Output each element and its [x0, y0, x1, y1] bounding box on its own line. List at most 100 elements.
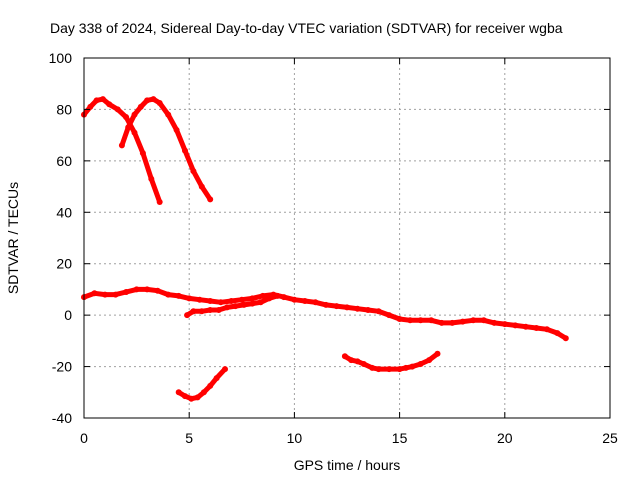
data-point: [232, 303, 239, 310]
data-point: [175, 389, 182, 396]
data-point: [249, 300, 256, 307]
y-tick-label: 0: [64, 307, 72, 323]
data-point: [182, 147, 188, 154]
data-point: [238, 296, 245, 303]
data-point: [182, 393, 188, 400]
data-point: [354, 358, 361, 365]
data-point: [491, 319, 498, 326]
data-point: [137, 103, 144, 110]
data-point: [200, 389, 207, 396]
data-point: [188, 395, 195, 402]
data-point: [228, 298, 235, 304]
data-point: [198, 308, 205, 315]
x-tick-label: 20: [497, 430, 513, 446]
y-tick-label: 100: [49, 50, 73, 66]
data-point: [280, 294, 287, 301]
data-point: [428, 317, 435, 324]
data-point: [148, 175, 155, 182]
data-point: [150, 96, 157, 103]
data-point: [360, 361, 367, 367]
chart-title: Day 338 of 2024, Sidereal Day-to-day VTE…: [50, 20, 563, 36]
data-point: [165, 291, 172, 298]
data-point: [139, 150, 146, 157]
data-point: [417, 361, 424, 367]
data-point: [266, 295, 273, 302]
data-point: [375, 308, 382, 315]
data-point: [215, 307, 222, 313]
data-point: [114, 106, 121, 113]
data-point: [375, 366, 382, 373]
data-point: [190, 168, 197, 175]
data-point: [522, 323, 529, 330]
data-point: [213, 375, 220, 382]
data-point: [144, 97, 151, 104]
data-point: [257, 299, 264, 306]
data-point: [417, 317, 424, 324]
data-point: [274, 292, 281, 299]
data-point: [186, 295, 193, 302]
data-point: [562, 335, 569, 342]
data-point: [217, 299, 224, 306]
data-series: [81, 96, 569, 402]
data-point: [240, 301, 247, 308]
y-tick-label: 40: [56, 204, 72, 220]
series-line-arc-3: [81, 286, 569, 341]
data-point: [348, 357, 355, 364]
data-point: [301, 298, 308, 304]
data-point: [198, 183, 205, 190]
data-point: [386, 312, 393, 319]
plot-frame: [83, 57, 611, 419]
data-point: [131, 129, 138, 136]
x-tick-label: 15: [392, 430, 408, 446]
y-tick-label: 20: [56, 256, 72, 272]
data-point: [396, 316, 403, 322]
data-point: [344, 304, 350, 311]
data-point: [207, 307, 214, 313]
data-point: [118, 142, 125, 149]
data-point: [333, 303, 340, 310]
data-point: [501, 321, 508, 328]
data-point: [106, 101, 113, 108]
data-point: [365, 307, 371, 313]
data-point: [123, 114, 130, 121]
data-point: [438, 319, 445, 326]
data-point: [207, 298, 214, 304]
data-point: [259, 292, 266, 299]
data-point: [426, 357, 433, 364]
data-point: [156, 199, 163, 205]
data-point: [249, 295, 256, 302]
data-point: [354, 305, 361, 312]
data-point: [184, 312, 191, 319]
data-point: [207, 196, 214, 203]
data-point: [99, 96, 106, 103]
data-point: [434, 350, 441, 357]
data-point: [91, 290, 98, 297]
y-tick-label: 80: [56, 101, 72, 117]
data-point: [102, 291, 108, 298]
x-tick-label: 25: [602, 430, 618, 446]
data-point: [173, 127, 180, 133]
data-point: [369, 364, 376, 371]
data-point: [386, 366, 393, 373]
data-point: [165, 111, 172, 118]
y-tick-label: -40: [52, 410, 72, 426]
data-point: [312, 299, 319, 306]
data-point: [291, 296, 298, 303]
y-tick-label: -20: [52, 359, 72, 375]
data-point: [224, 304, 231, 311]
data-point: [407, 317, 414, 324]
x-tick-label: 0: [80, 430, 88, 446]
data-point: [112, 291, 119, 298]
data-point: [459, 318, 466, 325]
x-tick-label: 10: [287, 430, 303, 446]
x-axis-label: GPS time / hours: [294, 457, 401, 473]
data-point: [175, 292, 182, 299]
data-point: [480, 317, 487, 324]
x-tick-label: 5: [185, 430, 193, 446]
data-point: [190, 308, 197, 315]
y-tick-label: 60: [56, 153, 72, 169]
axis-ticks: 0 5 10 15 20 25 -40 -20 0 20 40 60 80 100: [49, 50, 618, 446]
data-point: [194, 394, 201, 401]
data-point: [123, 289, 130, 295]
